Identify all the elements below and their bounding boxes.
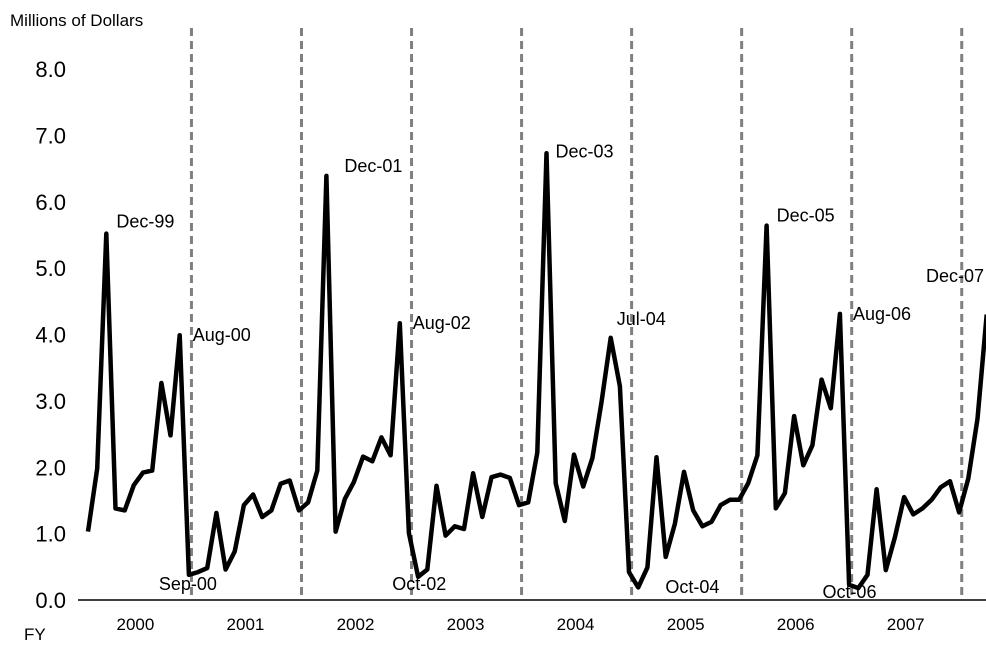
annotation-label: Dec-07 <box>926 266 984 286</box>
x-tick-label: 2005 <box>667 615 705 634</box>
x-axis-fy-label: FY <box>24 625 46 644</box>
annotation-label: Aug-00 <box>193 325 251 345</box>
y-tick-label: 4.0 <box>35 323 66 348</box>
annotation-label: Oct-04 <box>665 577 719 597</box>
annotation-label: Sep-00 <box>159 574 217 594</box>
y-axis-ticks: 0.0 1.0 2.0 3.0 4.0 5.0 6.0 7.0 8.0 <box>35 57 66 613</box>
annotation-label: Oct-02 <box>392 574 446 594</box>
y-tick-label: 6.0 <box>35 190 66 215</box>
annotation-label: Dec-05 <box>777 206 835 226</box>
x-tick-label: 2003 <box>447 615 485 634</box>
y-tick-label: 8.0 <box>35 57 66 82</box>
series-line <box>85 151 986 591</box>
annotation-label: Jul-04 <box>617 309 666 329</box>
x-tick-label: 2002 <box>337 615 375 634</box>
annotation-label: Dec-03 <box>556 141 614 161</box>
x-tick-label: 2000 <box>117 615 155 634</box>
y-tick-label: 5.0 <box>35 256 66 281</box>
annotation-label: Dec-99 <box>116 212 174 232</box>
y-axis-unit-label: Millions of Dollars <box>10 11 143 30</box>
y-tick-label: 0.0 <box>35 588 66 613</box>
y-tick-label: 7.0 <box>35 123 66 148</box>
x-tick-label: 2007 <box>887 615 925 634</box>
x-tick-label: 2001 <box>227 615 265 634</box>
y-tick-label: 3.0 <box>35 389 66 414</box>
y-tick-label: 1.0 <box>35 522 66 547</box>
y-tick-label: 2.0 <box>35 455 66 480</box>
annotation-label: Aug-06 <box>853 304 911 324</box>
x-tick-label: 2004 <box>557 615 595 634</box>
peak-trough-annotations: Dec-99 Aug-00 Sep-00 Dec-01 Aug-02 Oct-02 Dec-… <box>116 141 984 602</box>
x-tick-label: 2006 <box>777 615 815 634</box>
annotation-label: Oct-06 <box>822 582 876 602</box>
fiscal-year-dividers <box>189 28 964 600</box>
x-axis-ticks: 2000 2001 2002 2003 2004 2005 2006 2007 <box>117 615 925 634</box>
annotation-label: Aug-02 <box>413 313 471 333</box>
annotation-label: Dec-01 <box>344 156 402 176</box>
